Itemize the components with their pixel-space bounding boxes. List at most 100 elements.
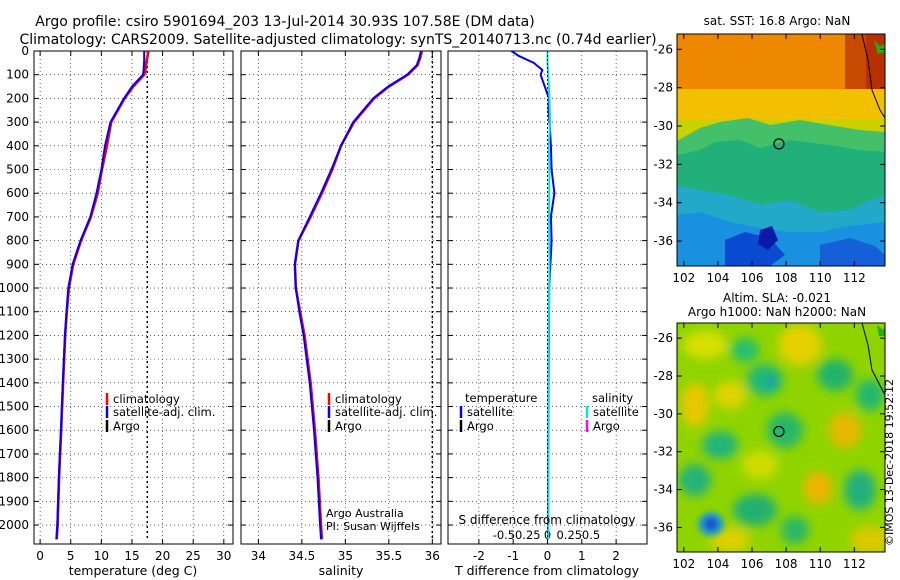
temperature-x-tick-label: 25 <box>186 549 201 563</box>
temperature-tick-labels: 0 5 10 15 20 25 30 <box>36 549 231 563</box>
map-lat-label: -28 <box>653 81 673 95</box>
legend-climatology: climatology <box>113 392 180 406</box>
map-lon-label: 102 <box>672 271 695 285</box>
legend-s-satellite: satellite <box>593 405 639 419</box>
map-lat-label: -34 <box>653 483 673 497</box>
salinity-legend: climatology satellite-adj. clim. Argo <box>327 392 437 433</box>
depth-tick-label: 100 <box>6 68 29 82</box>
map-lat-label: -32 <box>653 445 673 459</box>
difference-lines <box>510 50 556 544</box>
temperature-lines <box>55 50 150 540</box>
credit-pi: PI: Susan Wijffels <box>326 520 420 533</box>
sla-longitude-labels: 102 104 106 108 110 112 <box>672 323 866 571</box>
difference-legend: temperature satellite Argo salinity sate… <box>459 391 639 433</box>
title-line-1: Argo profile: csiro 5901694_203 13-Jul-2… <box>35 14 534 30</box>
legend-temperature-title: temperature <box>465 391 537 405</box>
depth-tick-label: 1200 <box>0 328 29 342</box>
map-lon-label: 108 <box>775 271 798 285</box>
s-diff-tick-label: 0.25 <box>556 528 582 542</box>
legend-salinity-title: salinity <box>592 391 633 405</box>
salinity-plot-frame <box>240 50 442 545</box>
temperature-x-tick-label: 30 <box>216 549 231 563</box>
s-difference-axis-label: S difference from climatology <box>459 513 636 527</box>
depth-tick-label: 1800 <box>0 471 29 485</box>
map-lon-label: 106 <box>741 271 764 285</box>
depth-tick-label: 1500 <box>0 400 29 414</box>
sla-map-title-1: Altim. SLA: -0.021 <box>723 291 831 305</box>
difference-x-tick-label: 2 <box>612 549 620 563</box>
legend-t-argo: Argo <box>467 419 494 433</box>
salinity-axis-label: salinity <box>319 563 364 578</box>
sst-map-panel: sat. SST: 16.8 Argo: NaN -26 -28 -30 -32 -34… <box>653 14 886 285</box>
sla-latitude-labels: -26 -28 -30 -32 -34 -36 <box>653 331 885 534</box>
legend-satellite-adj: satellite-adj. clim. <box>335 405 437 419</box>
depth-tick-label: 0 <box>21 44 29 58</box>
depth-tick-label: 1400 <box>0 376 29 390</box>
sidebar-timestamp: ©IMOS 13-Dec-2018 19:52:12 <box>883 379 896 546</box>
map-lon-label: 108 <box>775 557 798 571</box>
depth-tick-label: 800 <box>6 234 29 248</box>
temperature-x-tick-label: 5 <box>67 549 75 563</box>
temperature-x-tick-label: 0 <box>36 549 44 563</box>
map-lat-label: -36 <box>653 234 673 248</box>
salinity-x-tick-label: 35.5 <box>375 549 402 563</box>
salinity-x-tick-label: 34.5 <box>289 549 316 563</box>
depth-tick-label: 400 <box>6 139 29 153</box>
temperature-x-tick-label: 15 <box>124 549 139 563</box>
depth-tick-label: 1100 <box>0 305 29 319</box>
salinity-lines <box>293 50 424 540</box>
map-lon-label: 104 <box>706 557 729 571</box>
depth-tick-label: 500 <box>6 163 29 177</box>
sla-float-position-marker <box>773 425 785 438</box>
sst-map-image <box>677 34 885 266</box>
sla-map-image <box>677 323 885 552</box>
temperature-axis-label: temperature (deg C) <box>69 563 198 578</box>
t-difference-axis-label: T difference from climatology <box>454 563 640 578</box>
salinity-x-tick-label: 35 <box>338 549 353 563</box>
s-diff-tick-label: -0.25 <box>511 528 541 542</box>
depth-tick-label: 1000 <box>0 281 29 295</box>
depth-tick-label: 1600 <box>0 423 29 437</box>
sla-map-panel: Altim. SLA: -0.021 Argo h1000: NaN h2000… <box>653 291 886 571</box>
map-lon-label: 104 <box>706 271 729 285</box>
salinity-profile-panel: 34 34.5 35 35.5 36 salinity climatology sate… <box>240 50 442 578</box>
s-diff-tick-label: 0.5 <box>582 528 600 542</box>
map-lat-label: -30 <box>653 407 673 421</box>
difference-x-tick-label: 1 <box>578 549 586 563</box>
map-lat-label: -28 <box>653 369 673 383</box>
difference-line-salinity-satellite <box>546 51 552 540</box>
depth-tick-label: 200 <box>6 91 29 105</box>
map-lon-label: 110 <box>809 557 832 571</box>
depth-tick-label: 2000 <box>0 518 29 532</box>
difference-x-tick-label: -1 <box>507 549 519 563</box>
salinity-x-tick-label: 34 <box>251 549 266 563</box>
salinity-line-satellite-adj-clim- <box>293 50 422 540</box>
map-lon-label: 112 <box>843 557 866 571</box>
map-lat-label: -32 <box>653 157 673 171</box>
map-lon-label: 102 <box>672 557 695 571</box>
map-lon-label: 112 <box>843 271 866 285</box>
sst-longitude-labels: 102 104 106 108 110 112 <box>672 34 866 285</box>
sst-map-title: sat. SST: 16.8 Argo: NaN <box>704 14 851 28</box>
depth-tick-label: 1900 <box>0 494 29 508</box>
depth-tick-label: 1700 <box>0 447 29 461</box>
salinity-ticks <box>241 50 441 544</box>
depth-tick-label: 700 <box>6 210 29 224</box>
map-lat-label: -26 <box>653 42 673 56</box>
map-lat-label: -30 <box>653 119 673 133</box>
t-difference-tick-labels: -2 -1 0 1 2 <box>473 549 620 563</box>
salinity-tick-labels: 34 34.5 35 35.5 36 <box>251 549 440 563</box>
temperature-line-satellite-adj-clim- <box>55 51 146 540</box>
depth-tick-label: 300 <box>6 115 29 129</box>
sst-latitude-labels: -26 -28 -30 -32 -34 -36 <box>653 42 885 248</box>
sst-float-position-marker <box>773 138 785 150</box>
legend-argo: Argo <box>335 419 362 433</box>
temperature-plot-frame <box>33 50 234 545</box>
difference-profile-panel: -2 -1 0 1 2 -0.5-0.25 0 0.25 0.5 S difference f… <box>447 50 648 578</box>
sst-map-frame <box>676 33 886 267</box>
credit-org: Argo Australia <box>326 507 404 520</box>
map-lon-label: 106 <box>741 557 764 571</box>
legend-argo: Argo <box>113 419 140 433</box>
map-lon-label: 110 <box>809 271 832 285</box>
